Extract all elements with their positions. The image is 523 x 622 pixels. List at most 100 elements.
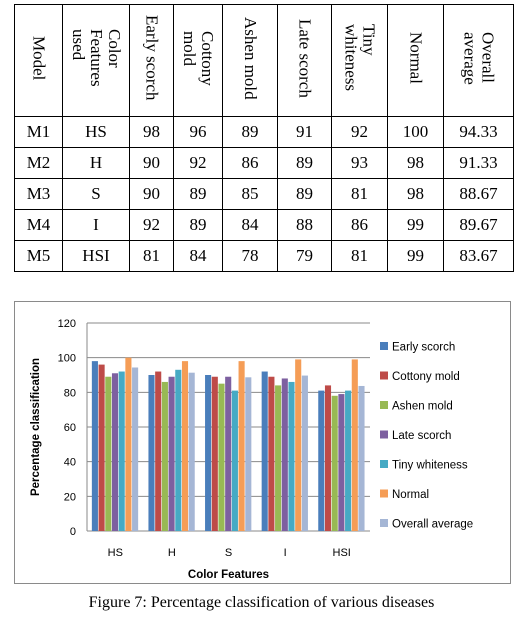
bar — [105, 376, 112, 531]
header-cell: Color Features used — [62, 4, 130, 117]
table-cell: HSI — [62, 240, 130, 272]
bar — [281, 378, 288, 531]
table-cell: 91.33 — [443, 147, 514, 179]
bar — [91, 361, 98, 531]
table-cell: S — [62, 178, 130, 210]
header-cell: Early scorch — [129, 4, 174, 117]
legend-swatch — [380, 401, 388, 409]
legend-swatch — [380, 430, 388, 439]
bar — [261, 371, 268, 531]
bar — [301, 375, 308, 531]
bar — [225, 376, 232, 531]
bar — [351, 359, 358, 531]
header-cell: Ashen mold — [222, 4, 278, 117]
results-table: Model Color Features used Early scorch C… — [14, 4, 514, 272]
table-cell: 89 — [277, 147, 332, 179]
bar — [231, 390, 238, 531]
bar — [188, 372, 195, 531]
bar — [245, 377, 252, 531]
legend-swatch — [380, 342, 388, 350]
bar — [98, 364, 105, 531]
legend-label: Tiny whiteness — [392, 460, 468, 472]
bar — [288, 381, 295, 531]
bar — [211, 376, 218, 531]
table-cell: 89 — [277, 178, 332, 210]
table-cell: 88.67 — [443, 178, 514, 210]
table-cell: 92 — [129, 209, 174, 241]
bar — [295, 359, 302, 531]
table-row: M4 I 92 89 84 88 86 99 89.67 — [14, 209, 514, 241]
table-cell: 91 — [277, 116, 332, 148]
header-cell: Cottony mold — [173, 4, 223, 117]
bar — [148, 375, 155, 531]
table-cell: 94.33 — [443, 116, 514, 148]
table-row: M3 S 90 89 85 89 81 98 88.67 — [14, 178, 514, 210]
bar — [125, 357, 132, 531]
table-cell: 98 — [387, 147, 444, 179]
table-cell: 81 — [129, 240, 174, 272]
header-cell: Normal — [387, 4, 444, 117]
bar — [181, 361, 189, 531]
table-cell: 90 — [129, 147, 174, 179]
table-cell: 90 — [129, 178, 174, 210]
table-cell: 99 — [387, 209, 444, 241]
bar — [238, 361, 245, 531]
legend-swatch — [380, 489, 388, 498]
table-cell: 84 — [173, 240, 223, 272]
bar — [345, 390, 352, 531]
table-cell: 100 — [387, 116, 444, 148]
legend-swatch — [380, 371, 388, 380]
bar — [338, 394, 345, 531]
bar — [132, 367, 139, 531]
table-row: M1 HS 98 96 89 91 92 100 94.33 — [14, 116, 514, 148]
legend-swatch — [380, 460, 388, 468]
table-cell: 89 — [222, 116, 278, 148]
bar — [161, 381, 168, 531]
x-tick-label: H — [168, 547, 176, 559]
table-cell: M4 — [14, 209, 63, 241]
y-tick-label: 60 — [64, 422, 76, 434]
table-cell: 83.67 — [443, 240, 514, 272]
bar — [331, 395, 338, 531]
table-cell: 89.67 — [443, 209, 514, 241]
legend-swatch — [380, 519, 388, 527]
table-cell: M3 — [14, 178, 63, 210]
table-row: M5 HSI 81 84 78 79 81 99 83.67 — [14, 240, 514, 272]
table-cell: M5 — [14, 240, 63, 272]
y-axis-title: Percentage classification — [30, 358, 42, 496]
table-cell: 98 — [387, 178, 444, 210]
bar — [318, 390, 325, 531]
table-cell: 98 — [129, 116, 174, 148]
y-tick-label: 0 — [70, 526, 76, 538]
legend-label: Overall average — [392, 519, 473, 531]
header-cell: Model — [14, 4, 63, 117]
table-cell: 85 — [222, 178, 278, 210]
y-tick-label: 100 — [58, 353, 76, 365]
x-tick-label: S — [225, 547, 232, 559]
legend-label: Early scorch — [392, 342, 455, 354]
chart-frame: 0 20 40 60 80 100 120 HS H S I HSI Color Features Per… — [14, 301, 511, 584]
y-tick-label: 40 — [64, 457, 76, 469]
header-cell: Overall average — [443, 4, 514, 117]
legend-label: Cottony mold — [392, 371, 460, 383]
bar — [275, 385, 282, 531]
table-cell: H — [62, 147, 130, 179]
bar — [205, 375, 212, 531]
bar — [268, 376, 275, 531]
table-cell: 96 — [173, 116, 223, 148]
table-cell: 81 — [331, 178, 388, 210]
bar — [155, 371, 162, 531]
table-cell: 92 — [331, 116, 388, 148]
y-tick-label: 80 — [64, 387, 76, 399]
bar — [218, 383, 225, 531]
table-cell: 89 — [173, 178, 223, 210]
table-cell: 84 — [222, 209, 278, 241]
table-cell: 88 — [277, 209, 332, 241]
table-cell: 89 — [173, 209, 223, 241]
table-cell: HS — [62, 116, 130, 148]
table-cell: 79 — [277, 240, 332, 272]
header-cell: Late scorch — [277, 4, 332, 117]
y-tick-label: 20 — [64, 491, 76, 503]
table-cell: 86 — [331, 209, 388, 241]
